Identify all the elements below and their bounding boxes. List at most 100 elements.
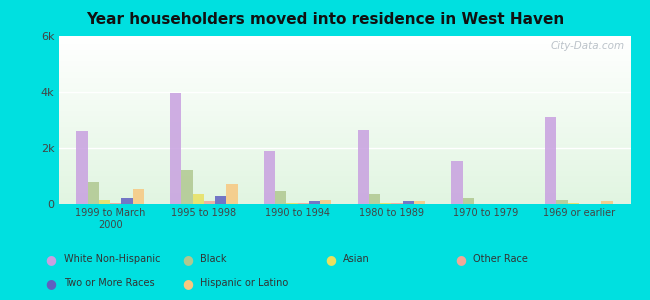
Bar — [58, 102, 630, 103]
Bar — [58, 156, 630, 157]
Bar — [58, 148, 630, 149]
Bar — [58, 87, 630, 88]
Bar — [58, 122, 630, 123]
Bar — [58, 38, 630, 39]
Bar — [58, 103, 630, 104]
Text: ●: ● — [182, 277, 193, 290]
Bar — [58, 186, 630, 187]
Bar — [58, 132, 630, 133]
Bar — [58, 198, 630, 199]
Bar — [556, 200, 567, 204]
Bar — [58, 54, 630, 55]
Bar — [58, 114, 630, 115]
Bar — [58, 165, 630, 166]
Bar — [58, 185, 630, 186]
Bar — [380, 202, 391, 204]
Text: City-Data.com: City-Data.com — [551, 41, 625, 51]
Bar — [369, 194, 380, 204]
Bar — [58, 158, 630, 159]
Bar — [58, 187, 630, 188]
Bar — [58, 197, 630, 198]
Bar — [58, 91, 630, 92]
Bar — [58, 131, 630, 132]
Bar — [567, 203, 579, 204]
Bar — [58, 123, 630, 124]
Bar — [58, 110, 630, 111]
Bar — [58, 153, 630, 154]
Bar — [58, 151, 630, 152]
Text: Asian: Asian — [343, 254, 370, 265]
Bar — [58, 90, 630, 91]
Bar — [58, 67, 630, 68]
Bar — [58, 194, 630, 195]
Bar — [58, 138, 630, 139]
Bar — [58, 163, 630, 164]
Bar — [58, 41, 630, 42]
Bar — [58, 44, 630, 45]
Bar — [391, 202, 402, 204]
Bar — [58, 201, 630, 202]
Text: ●: ● — [46, 253, 57, 266]
Bar — [58, 143, 630, 144]
Bar — [58, 175, 630, 176]
Bar — [58, 76, 630, 77]
Bar — [88, 182, 99, 204]
Bar — [58, 146, 630, 147]
Bar — [58, 203, 630, 204]
Bar — [170, 93, 181, 204]
Bar — [215, 196, 226, 204]
Bar — [58, 55, 630, 56]
Bar — [58, 117, 630, 118]
Bar — [309, 201, 320, 204]
Text: Hispanic or Latino: Hispanic or Latino — [200, 278, 289, 289]
Text: ●: ● — [46, 277, 57, 290]
Bar — [58, 53, 630, 54]
Bar — [58, 136, 630, 137]
Bar — [58, 170, 630, 171]
Bar — [545, 117, 556, 204]
Bar — [58, 52, 630, 53]
Bar — [58, 99, 630, 100]
Bar — [58, 125, 630, 126]
Bar — [58, 77, 630, 78]
Bar — [58, 47, 630, 48]
Bar — [58, 183, 630, 184]
Bar — [58, 126, 630, 127]
Bar — [58, 45, 630, 46]
Text: Other Race: Other Race — [473, 254, 528, 265]
Bar — [58, 178, 630, 179]
Bar — [58, 78, 630, 79]
Text: White Non-Hispanic: White Non-Hispanic — [64, 254, 160, 265]
Bar — [58, 63, 630, 64]
Bar — [358, 130, 369, 204]
Bar — [320, 200, 332, 204]
Bar — [58, 130, 630, 131]
Bar — [58, 58, 630, 59]
Text: Two or More Races: Two or More Races — [64, 278, 154, 289]
Bar — [58, 192, 630, 193]
Bar — [58, 39, 630, 40]
Bar — [58, 85, 630, 86]
Bar — [58, 199, 630, 200]
Bar — [58, 105, 630, 106]
Bar — [58, 88, 630, 89]
Bar — [58, 127, 630, 128]
Text: Year householders moved into residence in West Haven: Year householders moved into residence i… — [86, 12, 564, 27]
Bar — [58, 135, 630, 136]
Bar — [58, 139, 630, 140]
Bar — [58, 116, 630, 117]
Bar — [287, 202, 298, 204]
Bar — [58, 64, 630, 65]
Bar — [58, 161, 630, 162]
Bar — [58, 200, 630, 201]
Bar — [58, 112, 630, 113]
Bar — [58, 133, 630, 134]
Bar — [58, 191, 630, 192]
Bar — [58, 137, 630, 138]
Bar — [58, 94, 630, 95]
Bar — [58, 92, 630, 93]
Bar — [58, 113, 630, 114]
Bar — [58, 164, 630, 165]
Bar — [192, 194, 204, 204]
Bar — [58, 57, 630, 58]
